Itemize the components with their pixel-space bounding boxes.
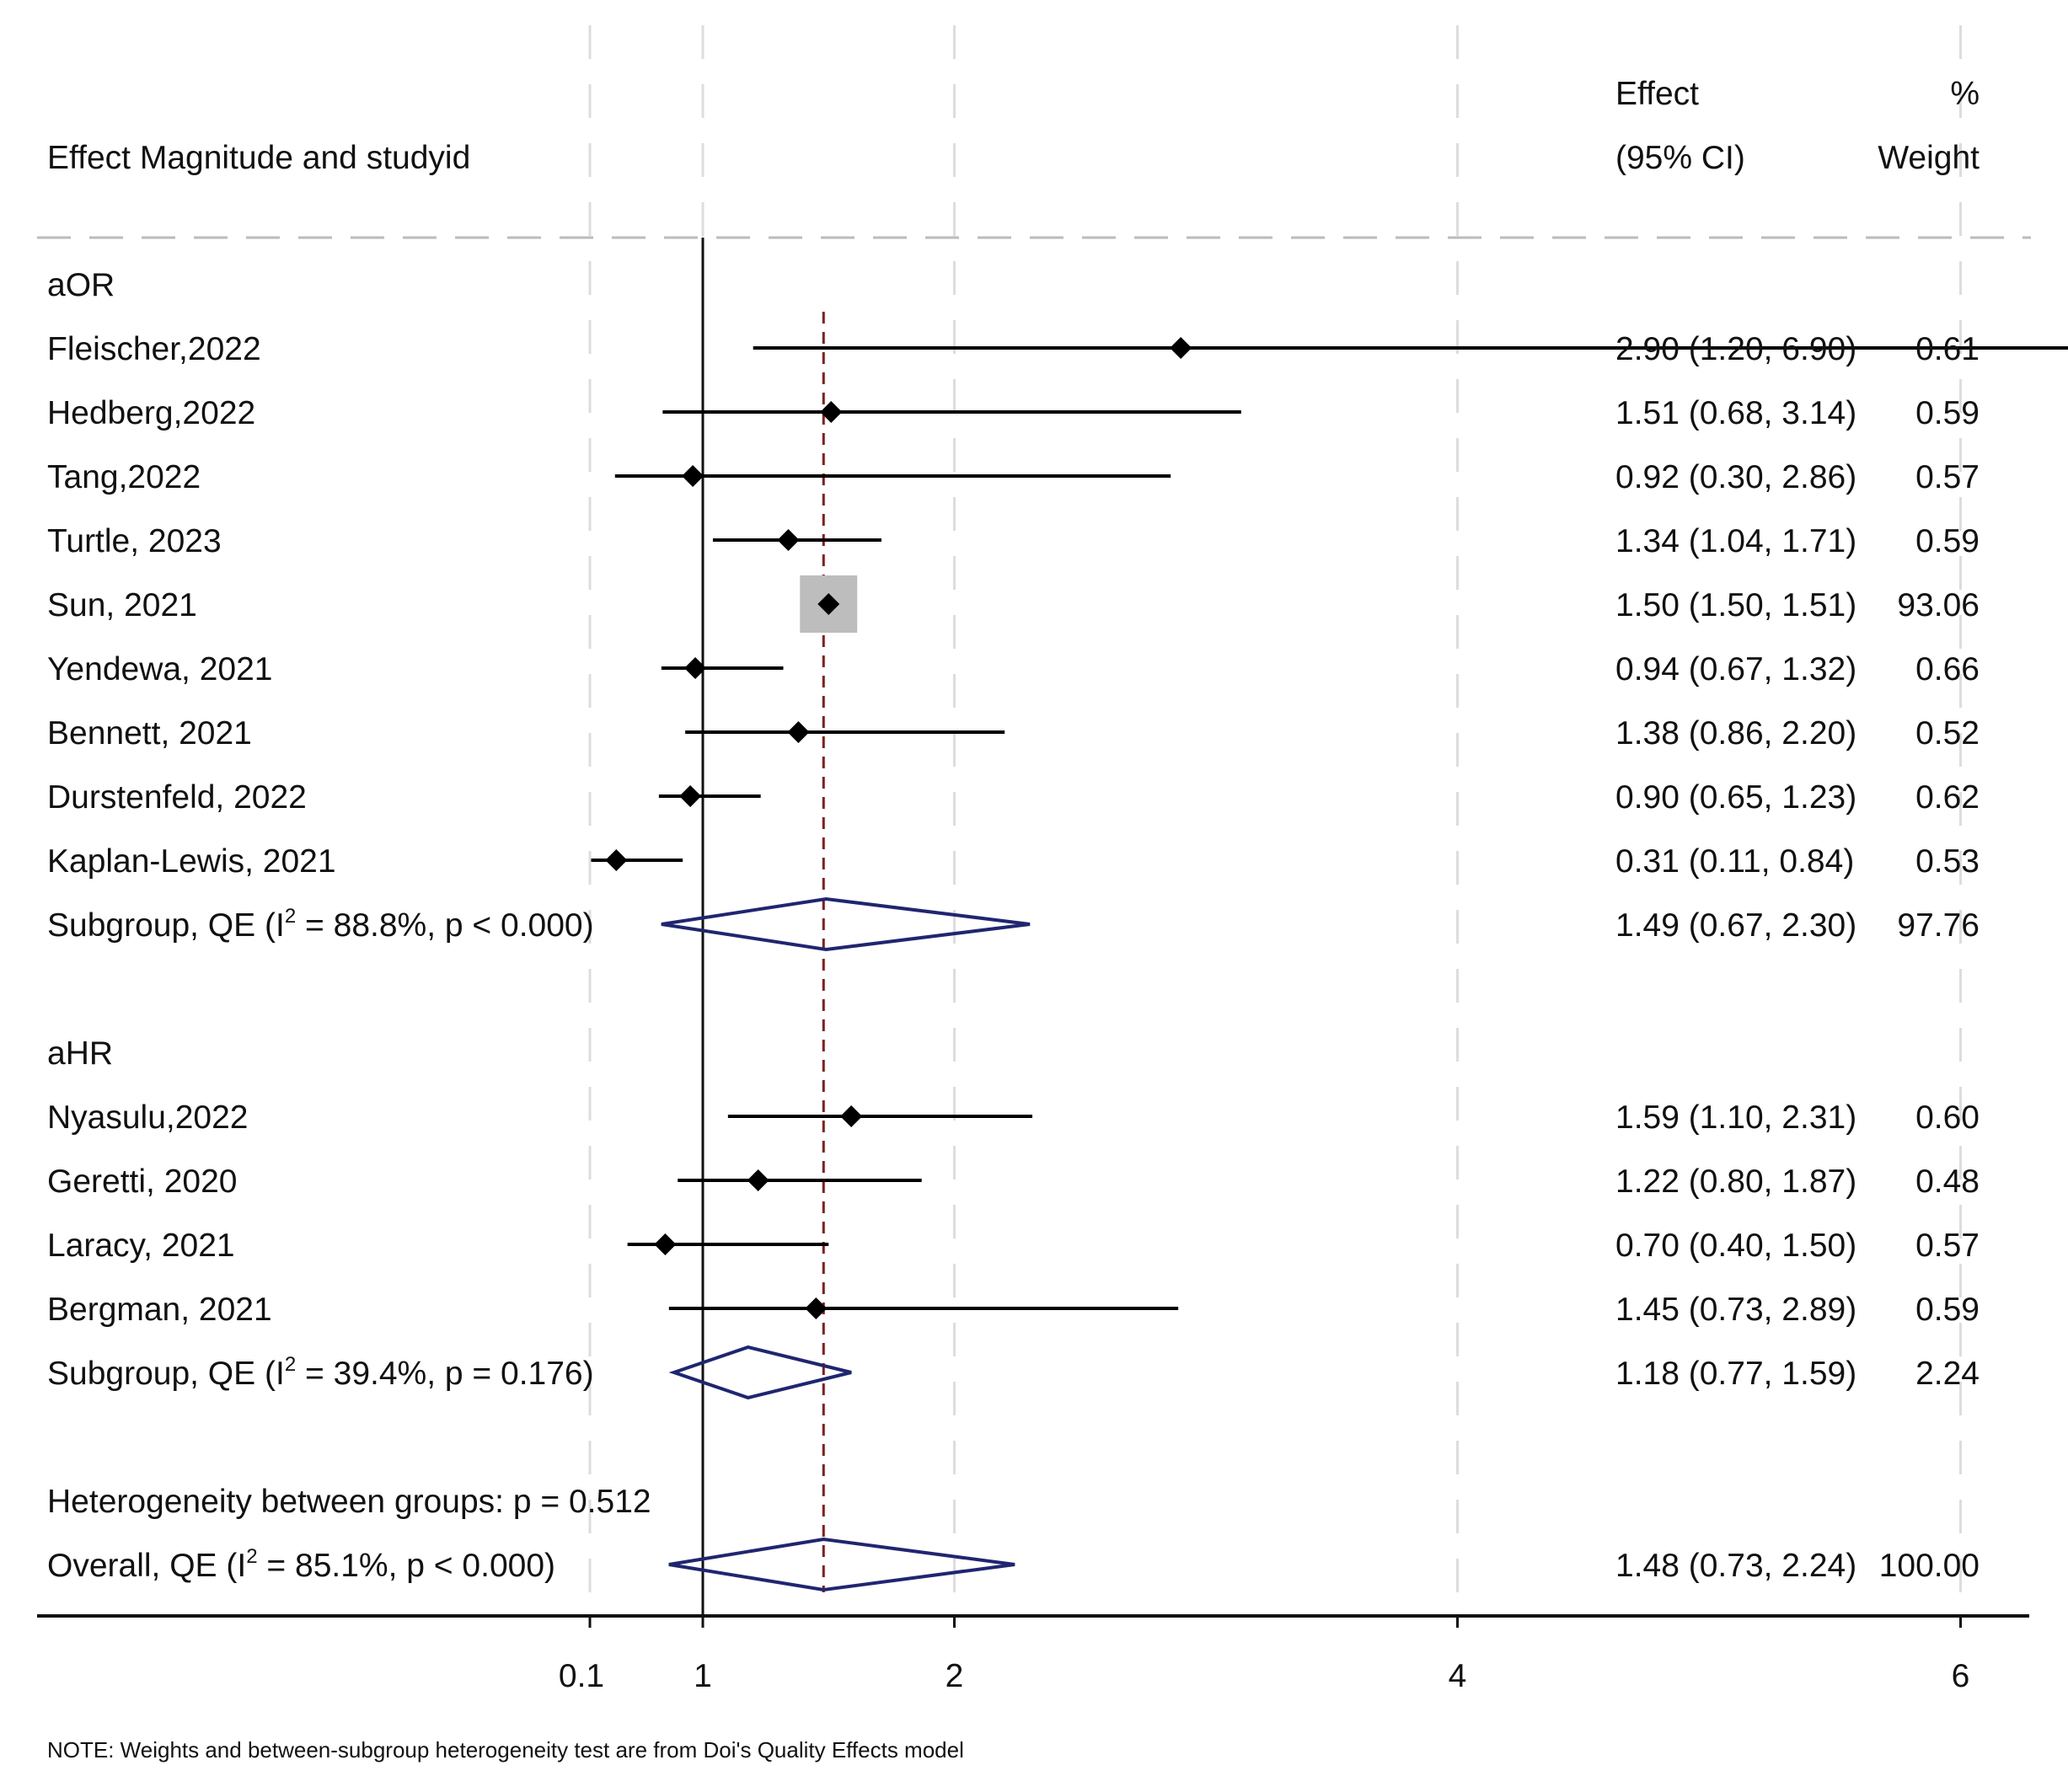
study-label: Durstenfeld, 2022 [47, 779, 307, 816]
point-estimate [817, 593, 840, 615]
subgroup-diamond [661, 896, 1031, 952]
point-estimate [747, 1169, 769, 1191]
reference-lines [701, 238, 825, 1616]
study-label: Yendewa, 2021 [47, 651, 272, 687]
row-labels: aOR Fleischer,2022 2.90 (1.20, 6.90) 0.61 He… [47, 267, 1980, 1584]
effect-ci-value: 1.34 (1.04, 1.71) [1615, 523, 1856, 559]
point-estimate [679, 785, 702, 807]
subgroup-label-superscript: 2 [285, 1353, 296, 1376]
study-label: Bergman, 2021 [47, 1292, 272, 1328]
study-label: Bennett, 2021 [47, 715, 252, 752]
subgroup-weight-value: 2.24 [1915, 1356, 1980, 1392]
study-label: Fleischer,2022 [47, 331, 261, 367]
subgroup-label: Subgroup, QE (I2 = 88.8%, p < 0.000) [47, 905, 594, 944]
weight-value: 0.62 [1915, 779, 1980, 816]
study-label: Geretti, 2020 [47, 1163, 237, 1200]
subgroup-label-text: Subgroup, QE (I [47, 907, 285, 944]
effect-ci-value: 1.22 (0.80, 1.87) [1615, 1163, 1856, 1200]
weight-value: 0.53 [1915, 843, 1980, 880]
overall-label-superscript: 2 [246, 1545, 257, 1568]
column-header-ci: (95% CI) [1615, 140, 1745, 176]
point-estimate [805, 1297, 828, 1319]
point-estimate [840, 1105, 863, 1127]
weight-value: 93.06 [1897, 587, 1980, 623]
overall-ci-value: 1.48 (0.73, 2.24) [1615, 1548, 1856, 1584]
column-header-effect: Effect [1615, 76, 1699, 112]
point-estimate [777, 529, 800, 551]
point-estimate [1170, 337, 1192, 359]
group-header-label: aHR [47, 1035, 113, 1072]
study-label: Sun, 2021 [47, 587, 197, 623]
point-estimate [605, 849, 628, 871]
weight-value: 0.59 [1915, 1292, 1980, 1328]
column-header-percent: % [1950, 76, 1980, 112]
column-header-study: Effect Magnitude and studyid [47, 140, 470, 176]
subgroup-label: Subgroup, QE (I2 = 39.4%, p = 0.176) [47, 1353, 594, 1392]
subgroup-weight-value: 97.76 [1897, 907, 1980, 944]
x-tick-label: 2 [946, 1658, 964, 1694]
subgroup-label-text-rest: = 39.4%, p = 0.176) [296, 1356, 593, 1392]
x-tick-label: 0.1 [559, 1658, 604, 1694]
effect-ci-value: 0.92 (0.30, 2.86) [1615, 459, 1856, 495]
subgroup-ci-value: 1.18 (0.77, 1.59) [1615, 1356, 1856, 1392]
weight-value: 0.59 [1915, 523, 1980, 559]
point-estimate [787, 721, 810, 743]
effect-ci-value: 1.59 (1.10, 2.31) [1615, 1099, 1856, 1136]
study-label: Nyasulu,2022 [47, 1099, 249, 1136]
weight-value: 0.66 [1915, 651, 1980, 687]
weight-value: 0.57 [1915, 1228, 1980, 1264]
subgroup-label-text: Subgroup, QE (I [47, 1356, 285, 1392]
effect-ci-value: 0.90 (0.65, 1.23) [1615, 779, 1856, 816]
subgroup-label-superscript: 2 [285, 905, 296, 928]
footnote: NOTE: Weights and between-subgroup heter… [47, 1737, 964, 1763]
column-header-weight: Weight [1878, 140, 1980, 176]
effect-ci-value: 0.31 (0.11, 0.84) [1615, 843, 1854, 880]
x-tick-label: 6 [1952, 1658, 1970, 1694]
study-label: Laracy, 2021 [47, 1228, 235, 1264]
overall-weight-value: 100.00 [1879, 1548, 1980, 1584]
x-tick-label: 4 [1449, 1658, 1467, 1694]
point-estimate [682, 465, 705, 487]
overall-label-text-rest: = 85.1%, p < 0.000) [258, 1548, 555, 1584]
weight-value: 0.60 [1915, 1099, 1980, 1136]
heterogeneity-between-groups: Heterogeneity between groups: p = 0.512 [47, 1484, 651, 1520]
effect-ci-value: 1.38 (0.86, 2.20) [1615, 715, 1856, 752]
plot-marks [591, 337, 2068, 1592]
subgroup-diamond [668, 1345, 852, 1400]
subgroup-label-text-rest: = 88.8%, p < 0.000) [296, 907, 593, 944]
weight-value: 0.57 [1915, 459, 1980, 495]
subgroup-ci-value: 1.49 (0.67, 2.30) [1615, 907, 1856, 944]
overall-label: Overall, QE (I2 = 85.1%, p < 0.000) [47, 1545, 555, 1584]
effect-ci-value: 1.51 (0.68, 3.14) [1615, 395, 1856, 431]
effect-ci-value: 0.94 (0.67, 1.32) [1615, 651, 1856, 687]
x-tick-label: 1 [694, 1658, 712, 1694]
point-estimate [684, 657, 707, 679]
point-estimate [654, 1233, 677, 1255]
weight-value: 0.59 [1915, 395, 1980, 431]
study-label: Tang,2022 [47, 459, 201, 495]
overall-label-text: Overall, QE (I [47, 1548, 246, 1584]
weight-value: 0.52 [1915, 715, 1980, 752]
overall-diamond [668, 1537, 1015, 1592]
study-label: Turtle, 2023 [47, 523, 222, 559]
weight-value: 0.48 [1915, 1163, 1980, 1200]
study-label: Hedberg,2022 [47, 395, 255, 431]
x-axis-ticks: 0.112468 [559, 1616, 1970, 1694]
effect-ci-value: 1.45 (0.73, 2.89) [1615, 1292, 1856, 1328]
weight-value: 0.61 [1915, 331, 1980, 367]
effect-ci-value: 2.90 (1.20, 6.90) [1615, 331, 1856, 367]
group-header-label: aOR [47, 267, 115, 303]
point-estimate [820, 401, 843, 423]
study-label: Kaplan-Lewis, 2021 [47, 843, 336, 880]
effect-ci-value: 0.70 (0.40, 1.50) [1615, 1228, 1856, 1264]
effect-ci-value: 1.50 (1.50, 1.51) [1615, 587, 1856, 623]
